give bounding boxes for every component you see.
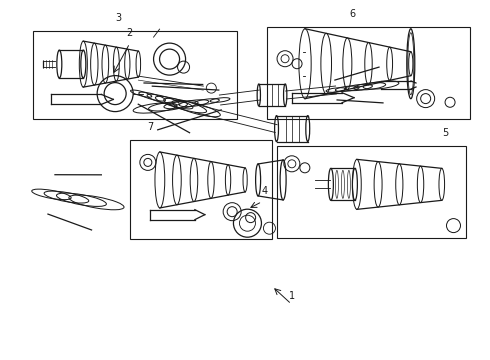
Text: 3: 3 [116,13,122,23]
Text: 2: 2 [127,28,133,38]
Bar [277,146,466,238]
Bar [267,27,470,119]
Text: 4: 4 [262,186,268,196]
Text: 6: 6 [349,9,356,19]
Bar [33,31,237,119]
Text: 1: 1 [289,291,294,301]
Bar [130,140,272,239]
Text: 5: 5 [442,128,449,138]
Text: 7: 7 [147,122,153,132]
